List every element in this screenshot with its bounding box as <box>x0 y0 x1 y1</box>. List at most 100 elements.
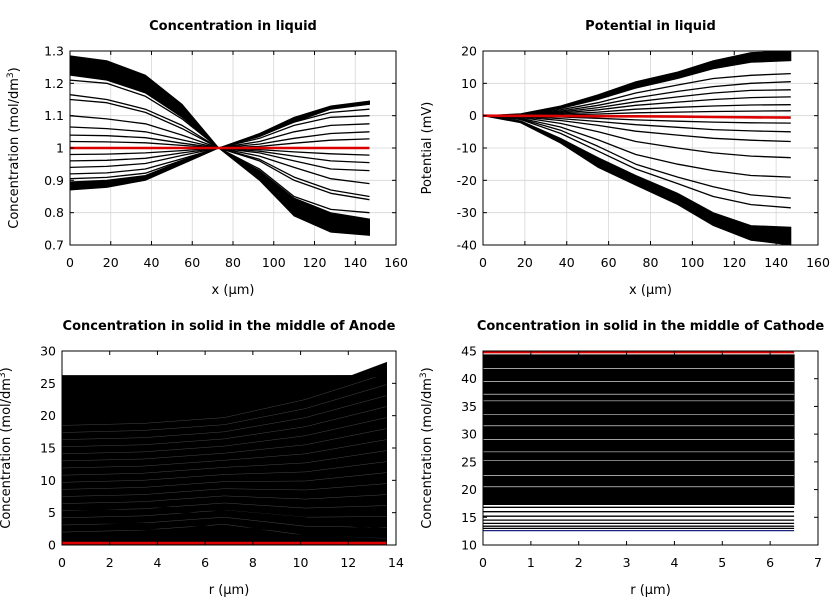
x-tick-label: 8 <box>249 555 257 570</box>
curve-texture <box>61 417 387 454</box>
x-tick-label: 2 <box>106 555 114 570</box>
x-tick-label: 7 <box>814 555 822 570</box>
curve-band <box>61 375 387 426</box>
y-tick-label: 15 <box>40 441 56 456</box>
chart-4: Concentration in solid in the middle of … <box>419 319 824 598</box>
curve-texture <box>61 428 387 462</box>
y-tick-label: 40 <box>461 371 477 386</box>
y-tick-label: 10 <box>461 538 477 553</box>
y-tick-label: 10 <box>461 76 477 91</box>
x-tick-label: 80 <box>225 255 241 270</box>
y-axis-label-main: Concentration (mol/dm <box>0 378 14 529</box>
x-tick-label: 6 <box>766 555 774 570</box>
x-tick-label: 2 <box>575 555 583 570</box>
series-line <box>61 372 387 404</box>
series-line <box>61 374 387 379</box>
curve-texture <box>61 472 387 490</box>
chart-title: Concentration in solid in the middle of … <box>63 319 396 334</box>
series-line <box>482 115 791 159</box>
y-tick-label: 0.7 <box>44 238 64 253</box>
series-line <box>61 504 387 530</box>
y-axis-label-main: Potential (mV) <box>420 102 435 195</box>
x-tick-label: 160 <box>384 255 408 270</box>
curve-texture <box>61 461 387 483</box>
x-tick-label: 1 <box>527 555 535 570</box>
curve-band <box>69 55 370 236</box>
x-tick-label: 60 <box>184 255 200 270</box>
x-tick-label: 4 <box>153 555 161 570</box>
x-tick-label: 120 <box>303 255 327 270</box>
y-tick-label: 20 <box>461 482 477 497</box>
chart-title: Concentration in solid in the middle of … <box>477 319 825 334</box>
y-axis-label-end: ) <box>0 367 14 372</box>
y-tick-label: 5 <box>48 505 56 520</box>
series-line <box>69 123 370 169</box>
curve-texture <box>61 502 387 511</box>
y-tick-label: -40 <box>457 238 477 253</box>
curve-band <box>482 115 792 246</box>
x-tick-label: 60 <box>601 255 617 270</box>
series-line <box>61 528 387 540</box>
curve-texture <box>61 384 387 433</box>
curve-texture <box>61 373 387 426</box>
curve-texture <box>61 395 387 440</box>
y-tick-label: 1 <box>56 141 64 156</box>
y-tick-label: 0 <box>469 108 477 123</box>
x-tick-label: 3 <box>623 555 631 570</box>
series-line <box>61 371 387 409</box>
y-tick-label: 30 <box>40 344 56 359</box>
curve-band <box>482 354 795 505</box>
series-line <box>61 521 387 538</box>
x-axis-label: x (µm) <box>212 283 255 298</box>
y-tick-label: 1.1 <box>44 108 64 123</box>
curve-texture <box>61 483 387 497</box>
curve-texture <box>61 494 387 504</box>
y-axis-label-sup: 3 <box>0 372 8 378</box>
series-line <box>61 366 387 421</box>
series-line <box>482 115 791 143</box>
chart-1: Concentration in liquid 0 20 40 60 80 100 120 14… <box>6 19 408 298</box>
x-tick-label: 14 <box>388 555 404 570</box>
y-tick-label: 0.8 <box>44 205 64 220</box>
y-tick-label: 20 <box>461 44 477 59</box>
curve-texture <box>61 406 387 447</box>
series-line <box>482 115 791 199</box>
chart-3: Concentration in solid in the middle of … <box>0 319 404 598</box>
y-tick-label: 0.9 <box>44 173 64 188</box>
curve-band <box>482 50 792 117</box>
x-tick-label: 0 <box>58 555 66 570</box>
series-line <box>61 508 387 531</box>
y-tick-label: 15 <box>461 510 477 525</box>
x-tick-label: 40 <box>559 255 575 270</box>
series-line <box>482 115 791 178</box>
x-tick-label: 0 <box>479 255 487 270</box>
y-tick-label: 1.2 <box>44 76 64 91</box>
y-axis-label: Concentration (mol/dm3) <box>6 67 22 229</box>
y-tick-label: 25 <box>461 454 477 469</box>
x-tick-label: 10 <box>293 555 309 570</box>
x-tick-label: 0 <box>66 255 74 270</box>
curve-texture <box>61 450 387 476</box>
curve-texture <box>61 439 387 469</box>
x-tick-label: 120 <box>722 255 746 270</box>
y-axis-label-sup: 3 <box>6 72 16 78</box>
x-tick-label: 0 <box>479 555 487 570</box>
series-line <box>61 374 387 388</box>
y-tick-label: 10 <box>40 473 56 488</box>
x-tick-label: 40 <box>144 255 160 270</box>
chart-title: Concentration in liquid <box>149 19 317 34</box>
x-tick-label: 6 <box>201 555 209 570</box>
x-tick-label: 4 <box>670 555 678 570</box>
x-axis-label: x (µm) <box>629 283 672 298</box>
x-tick-label: 140 <box>343 255 367 270</box>
series-line <box>482 115 791 209</box>
x-axis-label: r (µm) <box>209 583 250 598</box>
x-tick-label: 140 <box>764 255 788 270</box>
series-line-highlight <box>482 114 791 119</box>
y-tick-label: 30 <box>461 427 477 442</box>
x-tick-label: 100 <box>262 255 286 270</box>
series-line <box>69 79 370 214</box>
y-tick-label: 45 <box>461 344 477 359</box>
y-tick-label: 35 <box>461 399 477 414</box>
